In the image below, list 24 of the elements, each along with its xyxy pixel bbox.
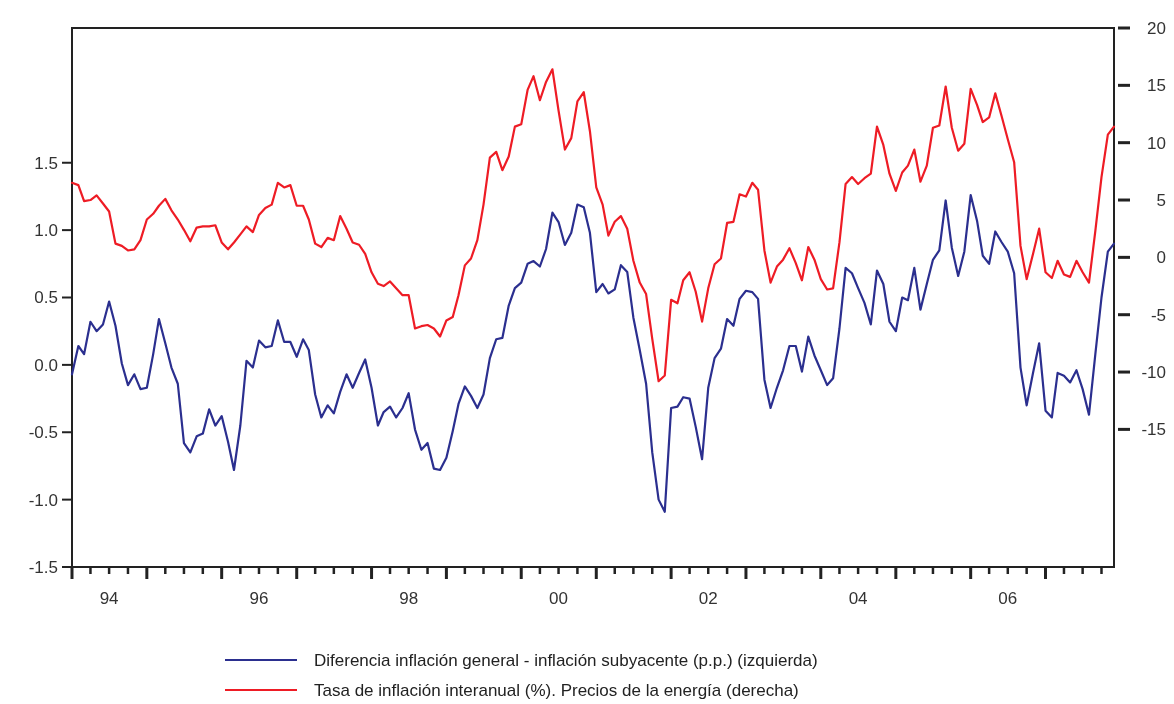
y2-tick-label: -10 — [1141, 362, 1166, 382]
y-tick-label: -1.0 — [28, 490, 58, 510]
legend-label: Diferencia inflación general - inflación subyacente (p.p.) (izquierda) — [314, 650, 818, 670]
y2-tick-label: 15 — [1147, 76, 1166, 96]
x-tick-label: 98 — [399, 589, 419, 608]
y2-tick-label: 10 — [1147, 133, 1166, 153]
y-tick-label: -0.5 — [28, 423, 58, 443]
x-tick-label: 96 — [249, 589, 269, 608]
y2-tick-label: 20 — [1147, 18, 1166, 38]
x-tick-label: 00 — [549, 589, 569, 608]
x-tick-label: 06 — [998, 589, 1018, 608]
y2-tick-label: 5 — [1156, 190, 1166, 210]
y2-tick-label: -5 — [1150, 305, 1166, 325]
x-tick-label: 02 — [698, 589, 718, 608]
x-tick-label: 04 — [848, 589, 868, 608]
legend-label: Tasa de inflación interanual (%). Precios de la energía (derecha) — [314, 680, 799, 700]
y2-tick-label: 0 — [1156, 248, 1166, 268]
y-tick-label: 1.0 — [34, 221, 58, 241]
x-tick-label: 94 — [99, 589, 119, 608]
y-tick-label: -1.5 — [28, 557, 58, 577]
y-tick-label: 0.5 — [34, 288, 58, 308]
y2-tick-label: -15 — [1141, 420, 1166, 440]
y-tick-label: 1.5 — [34, 153, 58, 173]
y-tick-label: 0.0 — [34, 355, 58, 375]
